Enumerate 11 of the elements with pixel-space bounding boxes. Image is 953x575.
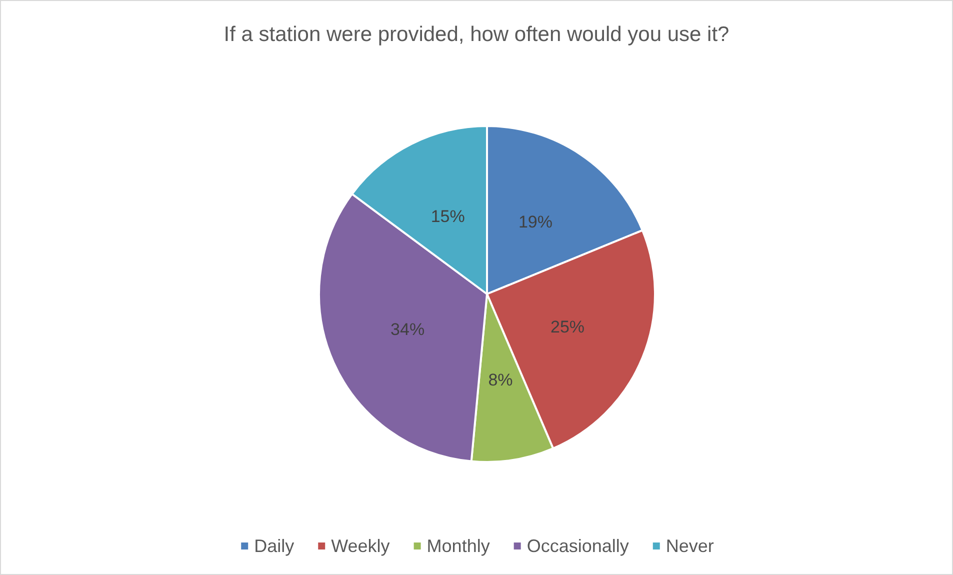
legend-label: Weekly	[331, 536, 390, 556]
data-label: 15%	[430, 206, 465, 226]
data-label: 8%	[488, 370, 513, 390]
legend-label: Daily	[254, 536, 294, 556]
data-label: 25%	[550, 317, 585, 336]
legend-label: Occasionally	[526, 536, 629, 556]
data-label: 34%	[390, 320, 425, 339]
legend-label: Monthly	[426, 536, 490, 556]
legend-label: Never	[666, 536, 714, 556]
data-label: 19%	[518, 212, 552, 232]
chart-title: If a station were provided, how often would you use it?	[224, 23, 730, 46]
